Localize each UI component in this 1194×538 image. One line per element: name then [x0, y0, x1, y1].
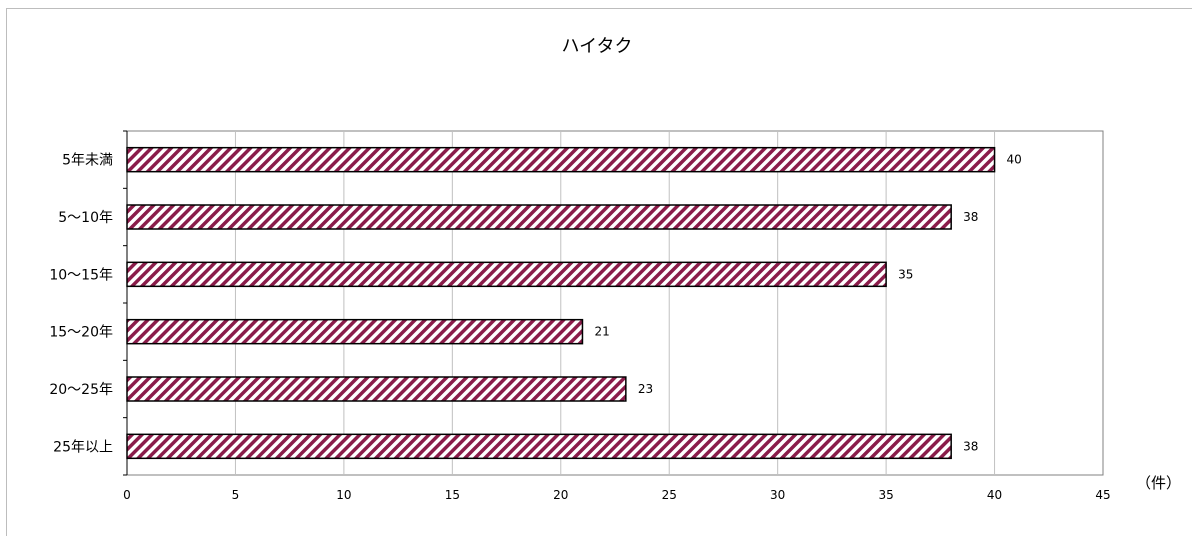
x-tick-label: 30: [770, 488, 785, 502]
bar-1: [126, 204, 952, 230]
x-tick-label: 45: [1095, 488, 1110, 502]
x-tick-label: 10: [336, 488, 351, 502]
data-label: 38: [963, 210, 978, 224]
plot-area-frame: [126, 130, 1104, 476]
data-label: 35: [898, 267, 913, 281]
category-label: 25年以上: [53, 439, 113, 455]
x-tick-label: 15: [445, 488, 460, 502]
bar-0: [126, 146, 996, 173]
data-label: 21: [594, 325, 609, 339]
bar-2: [126, 261, 887, 288]
category-label: 5～10年: [58, 210, 113, 226]
data-label: 40: [1007, 153, 1022, 167]
category-label: 5年未満: [62, 153, 113, 169]
category-label: 10～15年: [49, 267, 113, 283]
x-tick-label: 35: [878, 488, 893, 502]
x-tick-label: 25: [662, 488, 677, 502]
bar-3: [126, 318, 584, 345]
bar-5: [126, 433, 952, 460]
category-label: 20～25年: [49, 382, 113, 398]
x-axis-unit: （件）: [1136, 474, 1181, 492]
x-tick-label: 20: [553, 488, 568, 502]
bar-4: [126, 376, 627, 402]
data-label: 38: [963, 439, 978, 453]
x-tick-label: 0: [123, 488, 131, 502]
x-tick-label: 5: [232, 488, 240, 502]
data-label: 23: [638, 382, 653, 396]
x-tick-label: 40: [987, 488, 1002, 502]
category-label: 15～20年: [49, 325, 113, 341]
chart-frame: [6, 8, 1192, 536]
chart-title: ハイタク: [562, 36, 633, 57]
